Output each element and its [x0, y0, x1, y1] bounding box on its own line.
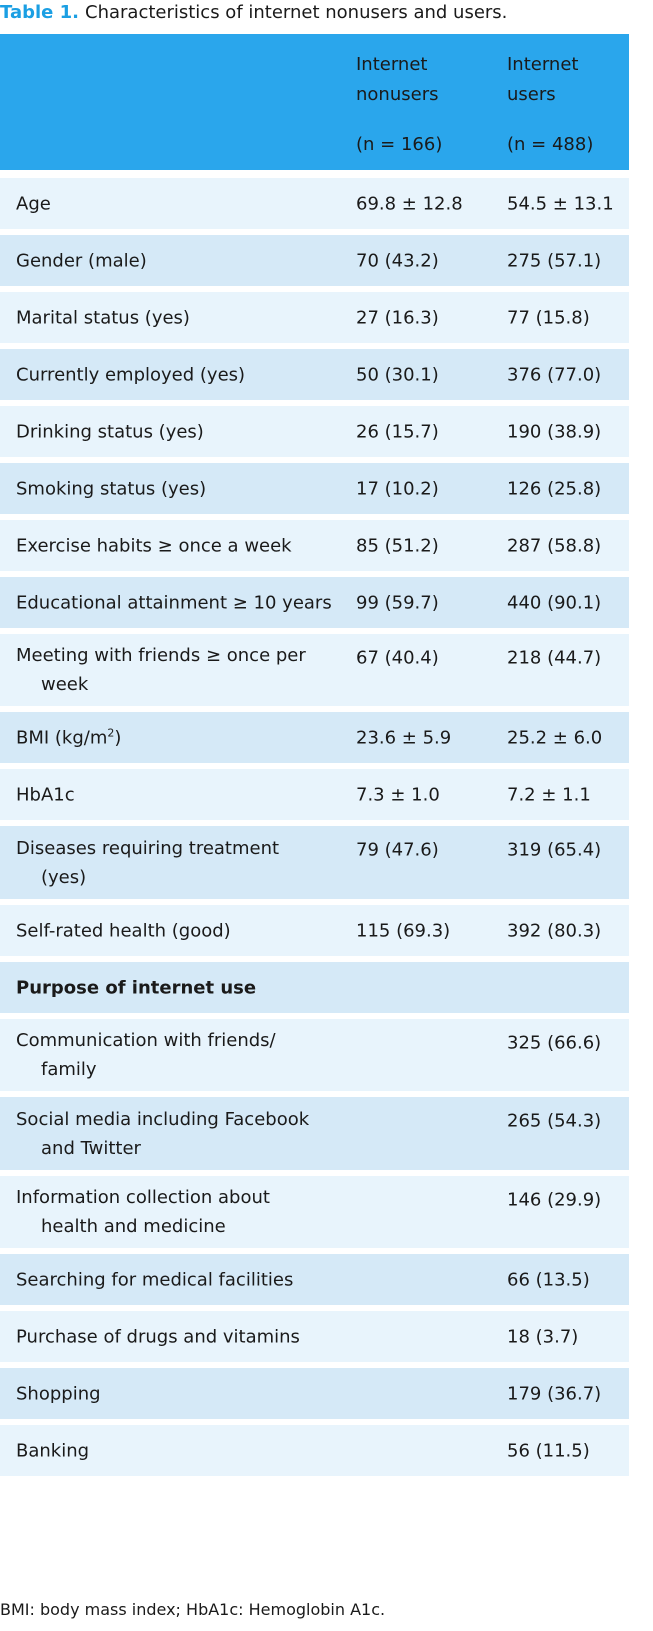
row-label: Social media including Facebook and Twit…: [16, 1108, 310, 1159]
row-users-value: 218 (44.7): [507, 647, 602, 669]
row-users-value: 275 (57.1): [507, 250, 602, 271]
row-nonusers-value: 67 (40.4): [356, 647, 439, 669]
row-users-value: 66 (13.5): [507, 1269, 590, 1290]
table-row: Age 69.8 ± 12.8 54.5 ± 13.1: [0, 178, 629, 235]
row-label: Drinking status (yes): [16, 421, 204, 442]
row-label: Meeting with friends ≥ once per week: [16, 645, 306, 695]
table-title: Characteristics of internet nonusers and…: [85, 2, 508, 23]
header-gap: [0, 170, 629, 178]
table-row: BMI (kg/m2) 23.6 ± 5.9 25.2 ± 6.0: [0, 712, 629, 769]
row-users-value: 287 (58.8): [507, 535, 602, 556]
table-footnote: BMI: body mass index; HbA1c: Hemoglobin …: [0, 1600, 386, 1619]
row-label: Shopping: [16, 1383, 101, 1404]
row-label: HbA1c: [16, 784, 75, 805]
row-nonusers-value: 79 (47.6): [356, 839, 439, 861]
table-row: Self-rated health (good) 115 (69.3) 392 …: [0, 905, 629, 962]
header-internet-users: Internet users: [507, 54, 579, 105]
header-nonusers-n: (n = 166): [356, 134, 443, 155]
row-users-value: 190 (38.9): [507, 421, 602, 442]
row-label: Self-rated health (good): [16, 920, 231, 941]
table-row: Marital status (yes) 27 (16.3) 77 (15.8): [0, 292, 629, 349]
row-label: Educational attainment ≥ 10 years: [16, 592, 332, 613]
row-label: BMI (kg/m2): [16, 726, 122, 748]
row-users-value: 179 (36.7): [507, 1383, 602, 1404]
row-users-value: 126 (25.8): [507, 478, 602, 499]
table-row: Purchase of drugs and vitamins 18 (3.7): [0, 1311, 629, 1368]
table-row: Meeting with friends ≥ once per week 67 …: [0, 634, 629, 712]
table-row: Banking 56 (11.5): [0, 1425, 629, 1482]
row-nonusers-value: 99 (59.7): [356, 592, 439, 613]
row-users-value: 7.2 ± 1.1: [507, 784, 591, 805]
row-nonusers-value: 50 (30.1): [356, 364, 439, 385]
row-users-value: 77 (15.8): [507, 307, 590, 328]
table-row: Information collection about health and …: [0, 1176, 629, 1254]
row-nonusers-value: 69.8 ± 12.8: [356, 193, 463, 214]
row-nonusers-value: 23.6 ± 5.9: [356, 727, 452, 748]
table-row: Drinking status (yes) 26 (15.7) 190 (38.…: [0, 406, 629, 463]
row-label: Information collection about health and …: [16, 1187, 270, 1237]
row-label: Communication with friends/ family: [16, 1030, 276, 1080]
row-label: Marital status (yes): [16, 307, 190, 328]
table-header: Internet nonusers Internet users (n = 16…: [0, 34, 629, 170]
row-label: Smoking status (yes): [16, 478, 207, 499]
row-users-value: 25.2 ± 6.0: [507, 727, 603, 748]
table-row: Educational attainment ≥ 10 years 99 (59…: [0, 577, 629, 634]
row-label: Banking: [16, 1440, 90, 1461]
row-nonusers-value: 115 (69.3): [356, 920, 451, 941]
row-nonusers-value: 7.3 ± 1.0: [356, 784, 440, 805]
table-row: Diseases requiring treatment (yes) 79 (4…: [0, 826, 629, 905]
section-label: Purpose of internet use: [16, 977, 257, 998]
row-users-value: 440 (90.1): [507, 592, 602, 613]
table-row: HbA1c 7.3 ± 1.0 7.2 ± 1.1: [0, 769, 629, 826]
row-users-value: 54.5 ± 13.1: [507, 193, 614, 214]
table-row: Social media including Facebook and Twit…: [0, 1097, 629, 1176]
row-users-value: 325 (66.6): [507, 1032, 602, 1054]
table-row: Gender (male) 70 (43.2) 275 (57.1): [0, 235, 629, 292]
row-nonusers-value: 85 (51.2): [356, 535, 439, 556]
row-label: Age: [16, 193, 51, 214]
characteristics-table: Internet nonusers Internet users (n = 16…: [0, 34, 629, 1482]
table-row: Currently employed (yes) 50 (30.1) 376 (…: [0, 349, 629, 406]
table-number: Table 1.: [0, 2, 79, 23]
table-row: Smoking status (yes) 17 (10.2) 126 (25.8…: [0, 463, 629, 520]
row-users-value: 56 (11.5): [507, 1440, 590, 1461]
row-label: Exercise habits ≥ once a week: [16, 535, 292, 556]
header-users-n: (n = 488): [507, 134, 594, 155]
row-label: Purchase of drugs and vitamins: [16, 1326, 300, 1347]
table-row: Shopping 179 (36.7): [0, 1368, 629, 1425]
row-users-value: 376 (77.0): [507, 364, 602, 385]
header-internet-nonusers: Internet nonusers: [356, 54, 439, 105]
row-users-value: 18 (3.7): [507, 1326, 579, 1347]
row-label: Currently employed (yes): [16, 364, 246, 385]
row-nonusers-value: 70 (43.2): [356, 250, 439, 271]
row-nonusers-value: 27 (16.3): [356, 307, 439, 328]
row-label: Gender (male): [16, 250, 147, 271]
section-row: Purpose of internet use: [0, 962, 629, 1019]
row-nonusers-value: 26 (15.7): [356, 421, 439, 442]
row-users-value: 392 (80.3): [507, 920, 602, 941]
table-caption: Table 1. Characteristics of internet nonu…: [0, 0, 507, 26]
row-users-value: 146 (29.9): [507, 1189, 602, 1211]
table-row: Searching for medical facilities 66 (13.…: [0, 1254, 629, 1311]
row-label: Diseases requiring treatment (yes): [16, 837, 280, 888]
row-nonusers-value: 17 (10.2): [356, 478, 439, 499]
row-users-value: 319 (65.4): [507, 839, 602, 861]
row-users-value: 265 (54.3): [507, 1110, 602, 1132]
table-row: Communication with friends/ family 325 (…: [0, 1019, 629, 1097]
table-row: Exercise habits ≥ once a week 85 (51.2) …: [0, 520, 629, 577]
row-label: Searching for medical facilities: [16, 1269, 294, 1290]
